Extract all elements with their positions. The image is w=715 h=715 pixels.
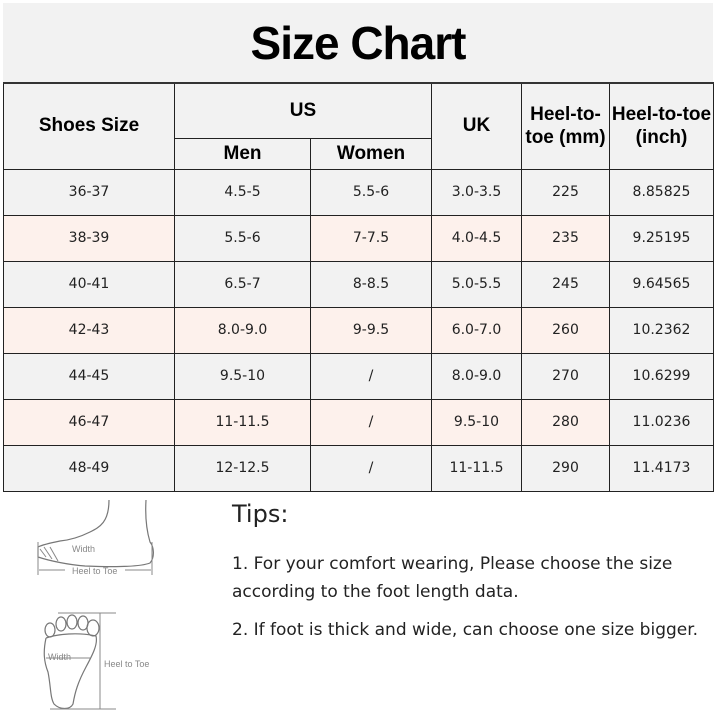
cell-us-women: 8-8.5 <box>310 260 432 308</box>
cell-shoes-size: 38-39 <box>3 214 175 262</box>
cell-heel-to-toe-inch: 10.2362 <box>609 306 714 354</box>
header-heel-to-toe-inch: Heel-to-toe (inch) <box>609 82 714 170</box>
cell-heel-to-toe-mm: 290 <box>521 444 610 492</box>
header-uk: UK <box>431 82 522 170</box>
cell-uk: 3.0-3.5 <box>431 168 522 216</box>
tips-section: Tips: 1. For your comfort wearing, Pleas… <box>232 500 702 654</box>
cell-heel-to-toe-inch: 8.85825 <box>609 168 714 216</box>
cell-us-men: 12-12.5 <box>174 444 311 492</box>
cell-us-men: 5.5-6 <box>174 214 311 262</box>
cell-uk: 4.0-4.5 <box>431 214 522 262</box>
cell-us-women: / <box>310 398 432 446</box>
cell-shoes-size: 48-49 <box>3 444 175 492</box>
header-us: US <box>174 82 432 139</box>
cell-shoes-size: 36-37 <box>3 168 175 216</box>
header-heel-to-toe-mm: Heel-to-toe (mm) <box>521 82 610 170</box>
cell-heel-to-toe-mm: 235 <box>521 214 610 262</box>
cell-heel-to-toe-mm: 225 <box>521 168 610 216</box>
cell-heel-to-toe-mm: 280 <box>521 398 610 446</box>
sole-heel-to-toe-label: Heel to Toe <box>104 659 149 669</box>
cell-heel-to-toe-inch: 10.6299 <box>609 352 714 400</box>
cell-us-men: 9.5-10 <box>174 352 311 400</box>
side-foot-diagram: Width Heel to Toe <box>37 499 154 576</box>
sole-foot-diagram: Width Heel to Toe <box>43 612 149 710</box>
cell-heel-to-toe-mm: 260 <box>521 306 610 354</box>
cell-us-men: 6.5-7 <box>174 260 311 308</box>
cell-us-women: / <box>310 444 432 492</box>
cell-uk: 8.0-9.0 <box>431 352 522 400</box>
header-women: Women <box>310 137 432 170</box>
cell-shoes-size: 42-43 <box>3 306 175 354</box>
cell-uk: 5.0-5.5 <box>431 260 522 308</box>
cell-us-women: / <box>310 352 432 400</box>
cell-heel-to-toe-mm: 245 <box>521 260 610 308</box>
tip-1: 1. For your comfort wearing, Please choo… <box>232 554 673 602</box>
cell-us-men: 11-11.5 <box>174 398 311 446</box>
cell-heel-to-toe-mm: 270 <box>521 352 610 400</box>
table-row: 46-47 11-11.5/9.5-10 280 11.0236 <box>3 398 714 446</box>
side-heel-to-toe-label: Heel to Toe <box>72 566 117 576</box>
size-chart: Size Chart Shoes Size US UK Heel-to-toe … <box>3 3 714 492</box>
cell-shoes-size: 46-47 <box>3 398 175 446</box>
tips-heading: Tips: <box>232 500 289 528</box>
cell-uk: 11-11.5 <box>431 444 522 492</box>
table-row: 42-43 8.0-9.0 9-9.5 6.0-7.0 260 10.2362 <box>3 306 714 354</box>
cell-us-men: 4.5-5 <box>174 168 311 216</box>
table-row: 38-39 5.5-6 7-7.5 4.0-4.5 235 9.25195 <box>3 214 714 262</box>
cell-uk: 6.0-7.0 <box>431 306 522 354</box>
table-row: 36-37 4.5-5 5.5-6 3.0-3.5 225 8.85825 <box>3 168 714 216</box>
cell-heel-to-toe-inch: 11.0236 <box>609 398 714 446</box>
side-width-label: Width <box>72 544 95 554</box>
cell-us-women: 7-7.5 <box>310 214 432 262</box>
table-row: 40-41 6.5-7 8-8.5 5.0-5.5 245 9.64565 <box>3 260 714 308</box>
cell-us-women: 9-9.5 <box>310 306 432 354</box>
cell-heel-to-toe-inch: 9.25195 <box>609 214 714 262</box>
header-shoes-size: Shoes Size <box>3 82 175 170</box>
cell-shoes-size: 44-45 <box>3 352 175 400</box>
size-table: Shoes Size US UK Heel-to-toe (mm) Heel-t… <box>3 82 714 492</box>
table-row: 44-45 9.5-10/8.0-9.0 270 10.6299 <box>3 352 714 400</box>
cell-us-men: 8.0-9.0 <box>174 306 311 354</box>
cell-uk: 9.5-10 <box>431 398 522 446</box>
cell-shoes-size: 40-41 <box>3 260 175 308</box>
cell-heel-to-toe-inch: 11.4173 <box>609 444 714 492</box>
sole-width-label: Width <box>48 652 71 662</box>
tip-2: 2. If foot is thick and wide, can choose… <box>232 620 699 640</box>
cell-us-women: 5.5-6 <box>310 168 432 216</box>
header-men: Men <box>174 137 311 170</box>
table-row: 48-49 12-12.5/11-11.5 290 11.4173 <box>3 444 714 492</box>
chart-title: Size Chart <box>250 16 467 69</box>
cell-heel-to-toe-inch: 9.64565 <box>609 260 714 308</box>
